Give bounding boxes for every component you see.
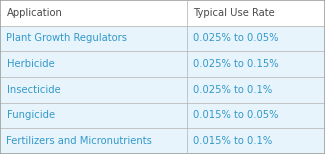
Text: 0.015% to 0.05%: 0.015% to 0.05% — [193, 111, 279, 120]
Bar — [187, 128, 325, 154]
Bar — [187, 103, 325, 128]
Text: Application: Application — [6, 8, 62, 18]
Bar — [0, 103, 187, 128]
Text: Typical Use Rate: Typical Use Rate — [193, 8, 275, 18]
Bar — [0, 128, 187, 154]
Bar — [187, 51, 325, 77]
Bar — [187, 0, 325, 26]
Text: Herbicide: Herbicide — [6, 59, 54, 69]
Text: Insecticide: Insecticide — [6, 85, 60, 95]
Bar — [0, 0, 187, 26]
Text: 0.015% to 0.1%: 0.015% to 0.1% — [193, 136, 273, 146]
Bar — [0, 77, 187, 103]
Text: Fertilizers and Micronutrients: Fertilizers and Micronutrients — [6, 136, 152, 146]
Bar — [0, 51, 187, 77]
Bar — [0, 26, 187, 51]
Text: 0.025% to 0.1%: 0.025% to 0.1% — [193, 85, 273, 95]
Text: Fungicide: Fungicide — [6, 111, 55, 120]
Bar — [187, 26, 325, 51]
Bar — [187, 77, 325, 103]
Text: 0.025% to 0.05%: 0.025% to 0.05% — [193, 34, 279, 43]
Text: 0.025% to 0.15%: 0.025% to 0.15% — [193, 59, 279, 69]
Text: Plant Growth Regulators: Plant Growth Regulators — [6, 34, 127, 43]
